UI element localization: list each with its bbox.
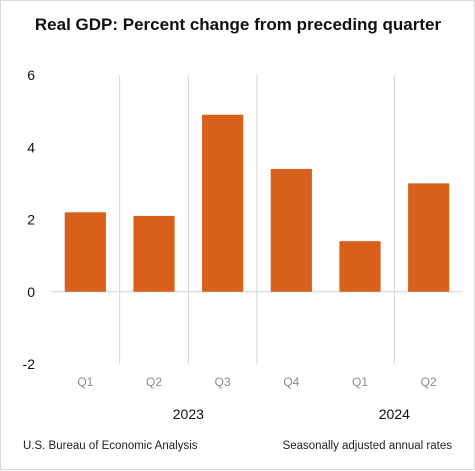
y-tick-label: -2 [23, 356, 36, 372]
x-category-label: Q4 [283, 375, 299, 389]
bar [408, 183, 450, 292]
x-group-label: 2024 [379, 406, 410, 422]
x-group-label: 2023 [173, 406, 204, 422]
y-tick-label: 0 [27, 284, 35, 300]
y-tick-label: 2 [27, 212, 35, 228]
chart-title: Real GDP: Percent change from preceding … [35, 15, 442, 34]
bar [202, 114, 244, 292]
bar [64, 212, 106, 292]
bar [133, 215, 175, 292]
adjustment-note: Seasonally adjusted annual rates [282, 440, 452, 452]
x-category-label: Q2 [146, 375, 162, 389]
x-category-label: Q3 [215, 375, 231, 389]
x-category-label: Q1 [77, 375, 93, 389]
source-note: U.S. Bureau of Economic Analysis [23, 440, 198, 452]
bar [270, 168, 312, 292]
x-category-label: Q2 [421, 375, 437, 389]
y-tick-label: 4 [27, 139, 35, 155]
x-category-label: Q1 [352, 375, 368, 389]
bar [339, 241, 381, 292]
y-tick-label: 6 [27, 67, 35, 83]
